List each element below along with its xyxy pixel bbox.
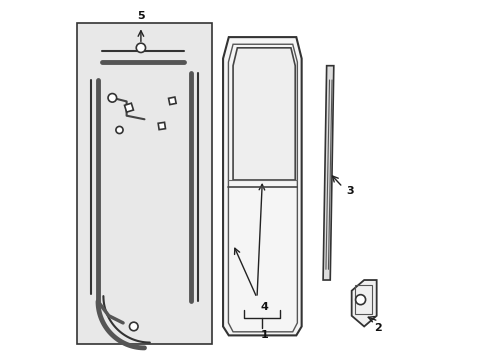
- Circle shape: [136, 43, 145, 53]
- Polygon shape: [323, 66, 333, 280]
- Text: 1: 1: [260, 330, 267, 341]
- Circle shape: [129, 322, 138, 331]
- Text: 2: 2: [374, 323, 382, 333]
- Circle shape: [108, 94, 116, 102]
- Text: 3: 3: [346, 186, 353, 196]
- Polygon shape: [233, 48, 295, 180]
- Polygon shape: [351, 280, 376, 327]
- Circle shape: [116, 126, 123, 134]
- Bar: [77, 23, 212, 344]
- Bar: [124, 103, 133, 112]
- Bar: [168, 97, 176, 105]
- Text: 4: 4: [260, 302, 267, 312]
- Text: 5: 5: [137, 11, 144, 21]
- Bar: [158, 122, 165, 130]
- Polygon shape: [223, 37, 301, 336]
- Circle shape: [355, 295, 365, 305]
- Bar: [354, 285, 372, 314]
